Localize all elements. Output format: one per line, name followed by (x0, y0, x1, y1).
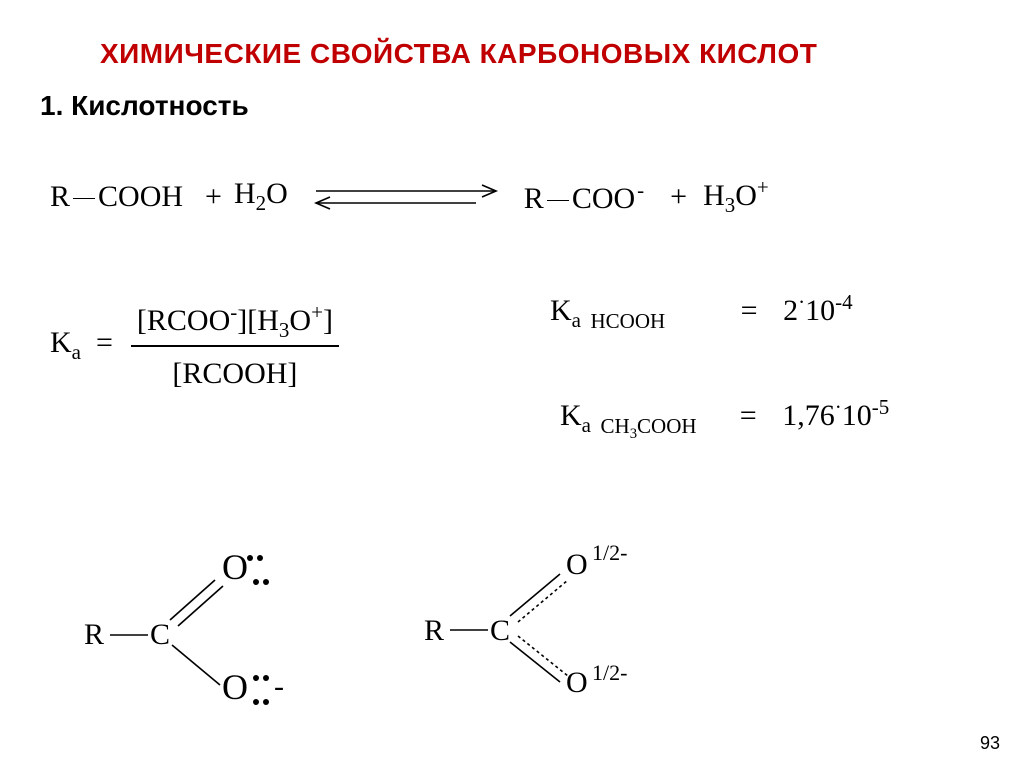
reactant-rcooh: R COOH (50, 180, 183, 214)
molecule-subscript: HCOOH (591, 309, 666, 333)
label-k: K (50, 326, 72, 359)
num-part: ][H (237, 304, 279, 337)
minus-charge: - (274, 670, 284, 704)
label-o-top: O (222, 546, 248, 588)
num-part: O (289, 304, 311, 337)
equilibrium-arrow-icon (306, 177, 506, 217)
num-part: [RCOO (137, 304, 230, 337)
page-number: 93 (980, 733, 1000, 754)
base: 10 (842, 399, 872, 432)
carboxyl-structure-lonepairs: R C O O - (80, 540, 320, 710)
exponent: -4 (835, 290, 853, 314)
page-title: ХИМИЧЕСКИЕ СВОЙСТВА КАРБОНОВЫХ КИСЛОТ (100, 38, 817, 70)
ka-ch3cooh-value: Ka CH3COOH = 1,76·10-5 (560, 395, 889, 438)
sub-3: 3 (725, 193, 736, 217)
equals-sign: = (96, 326, 113, 359)
product-h3o: H3O+ (703, 175, 769, 218)
label-coo: COO (572, 182, 635, 215)
sub-a: a (582, 413, 591, 437)
label-h: H (703, 179, 725, 212)
carboxylate-resonance-structure: R C O O 1/2- 1/2- (420, 530, 680, 710)
label-o: O (735, 179, 757, 212)
half-minus-top: 1/2- (592, 540, 627, 566)
fraction: [RCOO-][H3O+] [RCOOH] (131, 300, 339, 391)
sup-plus: + (311, 300, 323, 324)
equilibrium-equation: RCOOH + H2O RCOO- + H3O+ (50, 175, 970, 218)
label-c: C (490, 614, 510, 648)
label-k: K (550, 294, 572, 327)
sup-minus: - (637, 178, 644, 202)
num-part: ] (323, 304, 333, 337)
reactant-h2o: H2O (234, 177, 288, 216)
dot: · (835, 395, 842, 419)
mantissa: 1,76 (782, 399, 835, 432)
mantissa: 2 (783, 294, 798, 327)
structure-svg (420, 530, 680, 710)
fraction-numerator: [RCOO-][H3O+] (131, 300, 339, 345)
ch: CH (601, 414, 630, 438)
label-k: K (560, 399, 582, 432)
sub-3: 3 (279, 318, 290, 342)
label-r: R (84, 618, 104, 652)
value: 1,76·10-5 (782, 399, 889, 432)
ka-definition: Ka = [RCOO-][H3O+] [RCOOH] (50, 300, 339, 391)
sub-a: a (572, 308, 581, 332)
label-h: H (234, 177, 256, 210)
label-r: R (50, 180, 70, 213)
base: 10 (805, 294, 835, 327)
ka-symbol: Ka = (50, 326, 113, 365)
product-rcoo: R COO- (524, 178, 644, 216)
sub-a: a (72, 340, 81, 364)
label-o: O (266, 177, 288, 210)
label-r: R (524, 182, 544, 215)
bond-line (73, 198, 95, 199)
structure-svg (80, 540, 320, 710)
molecule-subscript: CH3COOH (601, 414, 702, 438)
value: 2·10-4 (783, 294, 853, 327)
plus-sign: + (670, 180, 687, 214)
sub-2: 2 (256, 191, 267, 215)
label-o-bottom: O (222, 666, 248, 708)
label-r: R (424, 614, 444, 648)
equals-sign: = (741, 294, 758, 327)
fraction-denominator: [RCOOH] (166, 347, 303, 391)
exponent: -5 (872, 395, 890, 419)
half-minus-bottom: 1/2- (592, 660, 627, 686)
ka-hcooh-value: Ka HCOOH = 2·10-4 (550, 290, 853, 333)
sub-3: 3 (630, 426, 637, 442)
label-c: C (150, 618, 170, 652)
bond-line (547, 200, 569, 201)
label-o-bottom: O (566, 666, 588, 700)
section-heading: 1. Кислотность (40, 90, 249, 122)
sup-plus: + (757, 175, 769, 199)
equals-sign: = (740, 399, 757, 432)
cooh: COOH (637, 414, 697, 438)
plus-sign: + (205, 180, 222, 214)
label-o-top: O (566, 548, 588, 582)
label-cooh: COOH (98, 180, 183, 213)
